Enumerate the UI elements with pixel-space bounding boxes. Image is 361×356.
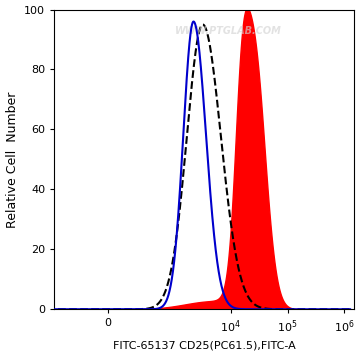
X-axis label: FITC-65137 CD25(PC61.5),FITC-A: FITC-65137 CD25(PC61.5),FITC-A — [113, 340, 296, 350]
Y-axis label: Relative Cell  Number: Relative Cell Number — [5, 91, 18, 227]
Text: WWW.PTGLAB.COM: WWW.PTGLAB.COM — [175, 26, 282, 36]
